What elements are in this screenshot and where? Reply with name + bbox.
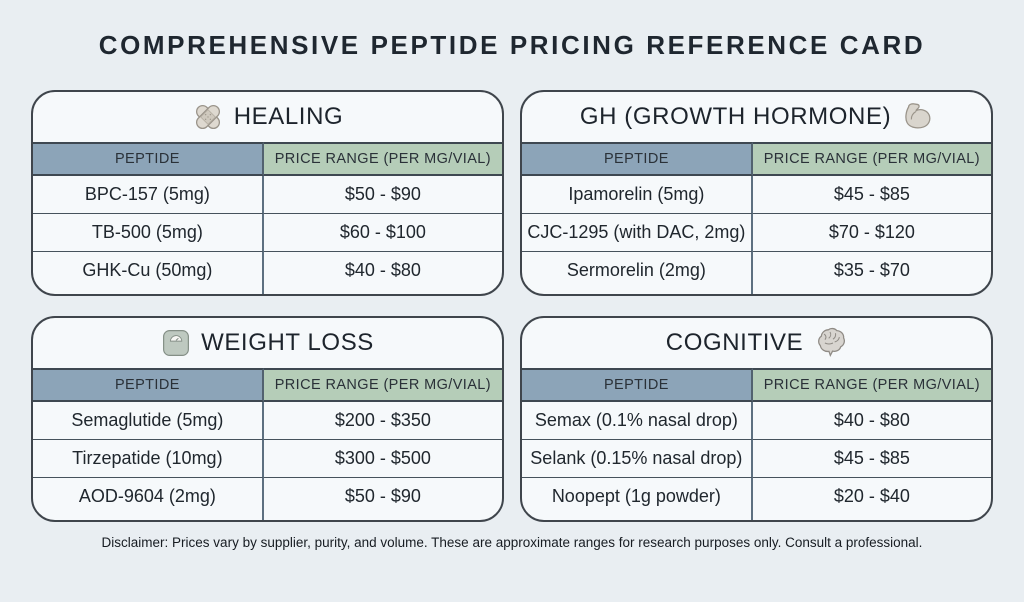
table-bottom-spacer xyxy=(522,515,753,520)
table-bottom-spacer xyxy=(264,289,502,294)
weight-loss-card: WEIGHT LOSS PEPTIDE PRICE RANGE (PER MG/… xyxy=(31,316,504,522)
card-title-text: COGNITIVE xyxy=(665,329,804,356)
cognitive-table: PEPTIDE PRICE RANGE (PER MG/VIAL) Semax … xyxy=(522,368,991,520)
table-bottom-spacer xyxy=(33,515,264,520)
bandage-icon xyxy=(192,101,224,133)
cognitive-card: COGNITIVE PEPTIDE PRICE RANGE (PER MG/VI… xyxy=(520,316,993,522)
disclaimer-text: Disclaimer: Prices vary by supplier, pur… xyxy=(101,535,923,550)
brain-icon xyxy=(813,326,847,360)
peptide-cell: Sermorelin (2mg) xyxy=(522,252,753,289)
table-bottom-spacer xyxy=(33,289,264,294)
card-title-text: GH (GROWTH HORMONE) xyxy=(579,103,892,130)
peptide-cell: AOD-9604 (2mg) xyxy=(33,478,264,515)
column-header-price: PRICE RANGE (PER MG/VIAL) xyxy=(263,142,502,176)
card-title-text: HEALING xyxy=(233,103,344,130)
card-grid: HEALING PEPTIDE PRICE RANGE (PER MG/VIAL… xyxy=(0,90,1024,522)
peptide-cell: GHK-Cu (50mg) xyxy=(33,252,264,289)
price-cell: $60 - $100 xyxy=(263,214,502,252)
peptide-cell: Selank (0.15% nasal drop) xyxy=(522,440,753,478)
price-cell: $35 - $70 xyxy=(833,260,910,280)
price-cell: $40 - $80 xyxy=(344,260,421,280)
column-header-peptide: PEPTIDE xyxy=(522,368,753,402)
column-header-peptide: PEPTIDE xyxy=(33,368,264,402)
peptide-cell: Noopept (1g powder) xyxy=(522,478,753,515)
healing-card-title: HEALING xyxy=(33,92,502,142)
column-header-price: PRICE RANGE (PER MG/VIAL) xyxy=(752,142,991,176)
weight-loss-table: PEPTIDE PRICE RANGE (PER MG/VIAL) Semagl… xyxy=(33,368,502,520)
price-cell: $300 - $500 xyxy=(263,440,502,478)
table-bottom-spacer xyxy=(522,289,753,294)
gh-table: PEPTIDE PRICE RANGE (PER MG/VIAL) Ipamor… xyxy=(522,142,991,294)
peptide-cell: TB-500 (5mg) xyxy=(33,214,264,252)
gh-card: GH (GROWTH HORMONE) PEPTIDE PRICE RANGE … xyxy=(520,90,993,296)
peptide-cell: Ipamorelin (5mg) xyxy=(522,176,753,214)
table-bottom-spacer xyxy=(753,289,991,294)
price-cell: $200 - $350 xyxy=(263,402,502,440)
table-bottom-spacer xyxy=(264,515,502,520)
peptide-cell: Tirzepatide (10mg) xyxy=(33,440,264,478)
healing-card: HEALING PEPTIDE PRICE RANGE (PER MG/VIAL… xyxy=(31,90,504,296)
peptide-cell: CJC-1295 (with DAC, 2mg) xyxy=(522,214,753,252)
price-cell: $20 - $40 xyxy=(833,486,910,506)
peptide-cell: Semaglutide (5mg) xyxy=(33,402,264,440)
peptide-cell: Semax (0.1% nasal drop) xyxy=(522,402,753,440)
page-title: COMPREHENSIVE PEPTIDE PRICING REFERENCE … xyxy=(98,30,926,60)
price-cell: $50 - $90 xyxy=(263,176,502,214)
card-title-text: WEIGHT LOSS xyxy=(201,329,374,356)
healing-table: PEPTIDE PRICE RANGE (PER MG/VIAL) BPC-15… xyxy=(33,142,502,294)
scale-icon xyxy=(161,328,191,358)
column-header-peptide: PEPTIDE xyxy=(522,142,753,176)
table-bottom-spacer xyxy=(753,515,991,520)
weight-loss-card-title: WEIGHT LOSS xyxy=(33,318,502,368)
price-cell: $40 - $80 xyxy=(752,402,991,440)
price-cell: $45 - $85 xyxy=(752,176,991,214)
price-cell: $70 - $120 xyxy=(752,214,991,252)
peptide-cell: BPC-157 (5mg) xyxy=(33,176,264,214)
price-cell: $50 - $90 xyxy=(344,486,421,506)
cognitive-card-title: COGNITIVE xyxy=(522,318,991,368)
gh-card-title: GH (GROWTH HORMONE) xyxy=(522,92,991,142)
column-header-price: PRICE RANGE (PER MG/VIAL) xyxy=(752,368,991,402)
flexed-biceps-icon xyxy=(901,101,933,133)
column-header-price: PRICE RANGE (PER MG/VIAL) xyxy=(263,368,502,402)
column-header-peptide: PEPTIDE xyxy=(33,142,264,176)
price-cell: $45 - $85 xyxy=(752,440,991,478)
